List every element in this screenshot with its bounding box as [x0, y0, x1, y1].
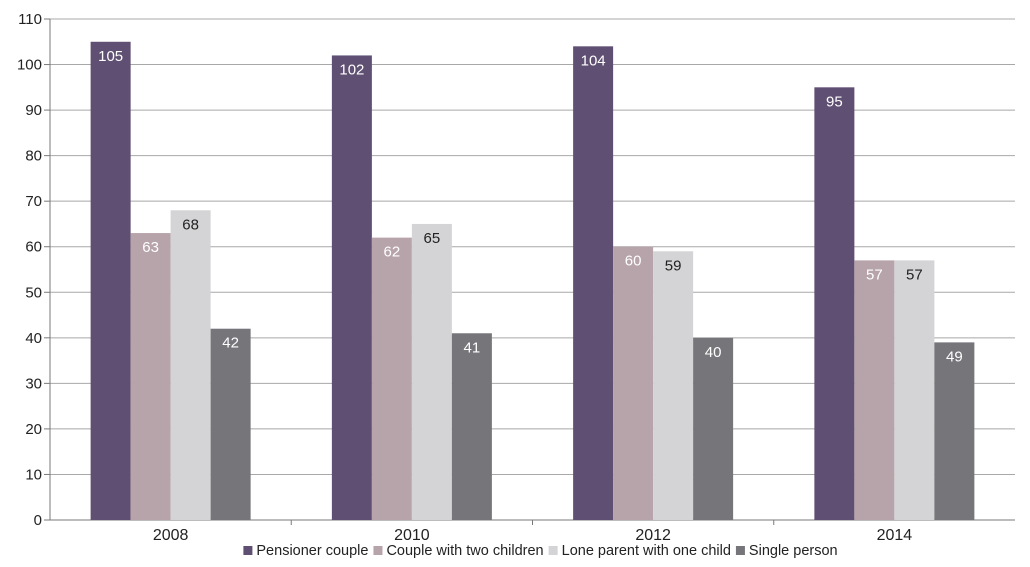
bar	[331, 55, 372, 520]
legend-swatch	[548, 546, 558, 555]
bar	[90, 41, 131, 520]
bar-value-label: 57	[866, 266, 883, 283]
bar-value-label: 60	[625, 253, 642, 270]
bar	[411, 223, 452, 521]
y-tick-label: 20	[25, 421, 42, 438]
bar	[894, 260, 935, 520]
bar-value-label: 62	[384, 244, 401, 261]
y-tick-label: 110	[18, 11, 42, 28]
bar	[653, 251, 694, 521]
x-category-label: 2014	[877, 527, 913, 544]
y-tick-label: 90	[25, 102, 42, 119]
bar	[814, 87, 855, 521]
bars	[90, 41, 975, 521]
y-tick-label: 50	[25, 284, 42, 301]
bar-value-label: 104	[581, 52, 606, 69]
legend-label: Pensioner couple	[256, 543, 368, 559]
legend-label: Single person	[749, 543, 838, 559]
bar	[934, 342, 975, 520]
bar-value-label: 105	[98, 48, 123, 65]
y-tick-label: 80	[25, 148, 42, 165]
bar-value-label: 42	[222, 335, 239, 352]
legend: Pensioner couple Couple with two children…	[243, 543, 838, 559]
bar-value-label: 49	[946, 348, 963, 365]
legend-swatch	[735, 546, 745, 555]
legend-swatch	[243, 546, 253, 555]
y-tick-label: 40	[25, 330, 42, 347]
bar-value-label: 102	[339, 61, 364, 78]
bar	[130, 233, 171, 520]
legend-swatch	[373, 546, 383, 555]
bar	[854, 260, 895, 520]
y-tick-label: 70	[25, 193, 42, 210]
bar	[613, 246, 654, 520]
bar	[170, 210, 211, 521]
y-tick-label: 10	[25, 466, 42, 483]
x-category-label: 2010	[394, 527, 430, 544]
bar-value-label: 59	[665, 257, 682, 274]
x-category-label: 2008	[153, 527, 189, 544]
y-tick-label: 60	[25, 239, 42, 256]
bar	[573, 46, 614, 521]
bar-value-label: 41	[464, 339, 481, 356]
bar-value-label: 57	[906, 266, 923, 283]
axes: 0 10 20 30 40 50 60 70 80 90 100 110 2008 2010 2012 201…	[17, 11, 1015, 544]
bar-value-label: 68	[182, 216, 199, 233]
y-tick-label: 100	[17, 57, 42, 74]
bar	[210, 328, 251, 520]
bar-value-label: 63	[142, 239, 159, 256]
bar	[693, 337, 734, 520]
y-tick-label: 30	[25, 375, 42, 392]
bar-value-label: 65	[424, 230, 441, 247]
legend-label: Couple with two children	[386, 543, 543, 559]
x-category-label: 2012	[635, 527, 671, 544]
legend-label: Lone parent with one child	[562, 543, 731, 559]
bar-value-label: 40	[705, 344, 722, 361]
bar	[371, 237, 412, 521]
data-labels: 105 63 68 42 102 62 65 41 104 60 59 40 95 57 57 49	[98, 48, 963, 366]
bar	[451, 333, 492, 520]
bar-value-label: 95	[826, 93, 843, 110]
y-tick-label: 0	[34, 512, 42, 529]
